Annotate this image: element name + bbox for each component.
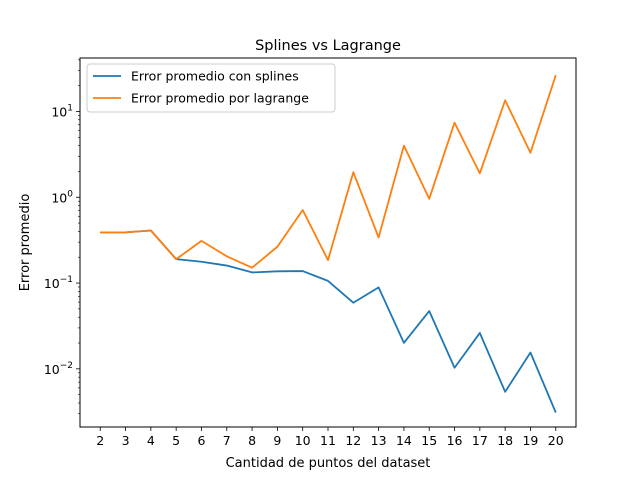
x-tick-label: 14 [396,433,412,448]
x-tick-label: 20 [548,433,564,448]
x-tick-label: 7 [223,433,231,448]
x-tick-label: 8 [248,433,256,448]
legend-label-2: Error promedio por lagrange [131,91,309,106]
series-layer [100,74,557,413]
x-tick-label: 9 [273,433,281,448]
y-tick-label: 10−1 [44,275,73,291]
y-tick-label: 101 [51,103,73,119]
x-axis-label: Cantidad de puntos del dataset [226,456,431,471]
x-tick-label: 13 [371,433,387,448]
x-tick-label: 10 [295,433,311,448]
y-axis-ticks: 10−2 10−1 100 101 [44,59,80,415]
legend: Error promedio con splines Error promedio… [86,63,336,113]
x-axis-ticks: 2 3 4 5 6 7 8 9 10 11 12 13 14 15 16 17 18 19 20 [96,427,564,448]
x-tick-label: 17 [472,433,488,448]
x-tick-label: 19 [522,433,538,448]
y-tick-label: 10−2 [44,361,73,377]
y-axis-label: Error promedio [18,194,33,292]
x-tick-label: 6 [197,433,205,448]
chart-title: Splines vs Lagrange [255,38,401,54]
y-tick-label: 100 [51,189,73,205]
x-tick-label: 3 [122,433,130,448]
x-tick-label: 12 [345,433,361,448]
x-tick-label: 15 [421,433,437,448]
x-tick-label: 4 [147,433,155,448]
x-tick-label: 2 [96,433,104,448]
legend-label-1: Error promedio con splines [131,69,299,84]
x-tick-label: 5 [172,433,180,448]
x-tick-label: 11 [320,433,336,448]
legend-box [86,63,336,113]
x-tick-label: 16 [447,433,463,448]
x-tick-label: 18 [497,433,513,448]
